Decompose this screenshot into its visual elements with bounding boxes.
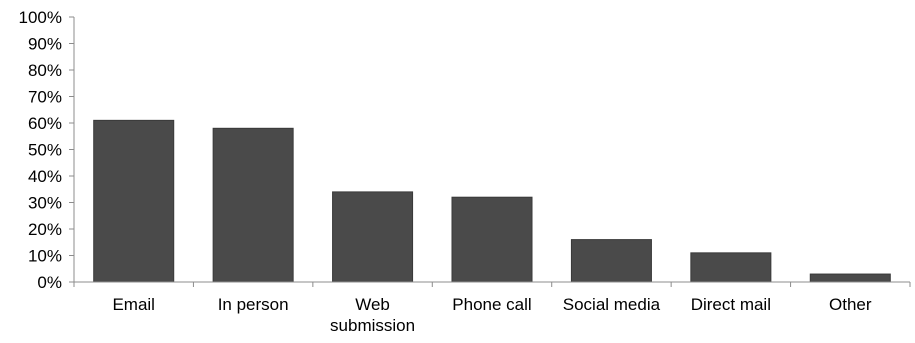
x-tick-label-line: Other xyxy=(829,295,872,314)
x-tick-label: Web submission xyxy=(330,295,415,335)
x-tick-label: Direct mail xyxy=(691,295,771,314)
x-tick-label-line: submission xyxy=(330,316,415,335)
y-tick-label: 50% xyxy=(28,141,62,160)
x-tick-label: Social media xyxy=(563,295,661,314)
y-tick-label: 30% xyxy=(28,194,62,213)
x-tick-label-line: Web xyxy=(355,295,390,314)
y-tick-label: 60% xyxy=(28,114,62,133)
bar xyxy=(809,273,891,283)
x-tick-label-line: Email xyxy=(112,295,155,314)
bar xyxy=(451,196,533,283)
bar xyxy=(93,119,175,283)
x-tick-label: Phone call xyxy=(452,295,531,314)
bar xyxy=(570,239,652,283)
bar xyxy=(212,127,294,283)
y-tick-label: 0% xyxy=(37,273,62,292)
x-tick-label-line: Phone call xyxy=(452,295,531,314)
y-tick-label: 80% xyxy=(28,61,62,80)
y-tick-label: 90% xyxy=(28,35,62,54)
y-tick-label: 100% xyxy=(19,8,62,27)
y-tick-label: 70% xyxy=(28,88,62,107)
y-tick-label: 20% xyxy=(28,220,62,239)
x-axis: Email In person Web submission Phone call Soc… xyxy=(73,281,911,335)
bar xyxy=(690,252,772,283)
x-tick-label: Email xyxy=(112,295,155,314)
x-tick-label: Other xyxy=(829,295,872,314)
y-tick-label: 40% xyxy=(28,167,62,186)
x-tick-label-line: Direct mail xyxy=(691,295,771,314)
y-tick-label: 10% xyxy=(28,247,62,266)
x-tick-label-line: Social media xyxy=(563,295,661,314)
bar xyxy=(332,191,414,283)
bars xyxy=(93,119,891,283)
y-axis: 0% 10% 20% 30% 40% 50% 60% 70% 80% 90% 100% xyxy=(19,8,75,292)
x-tick-label: In person xyxy=(218,295,289,314)
x-tick-label-line: In person xyxy=(218,295,289,314)
